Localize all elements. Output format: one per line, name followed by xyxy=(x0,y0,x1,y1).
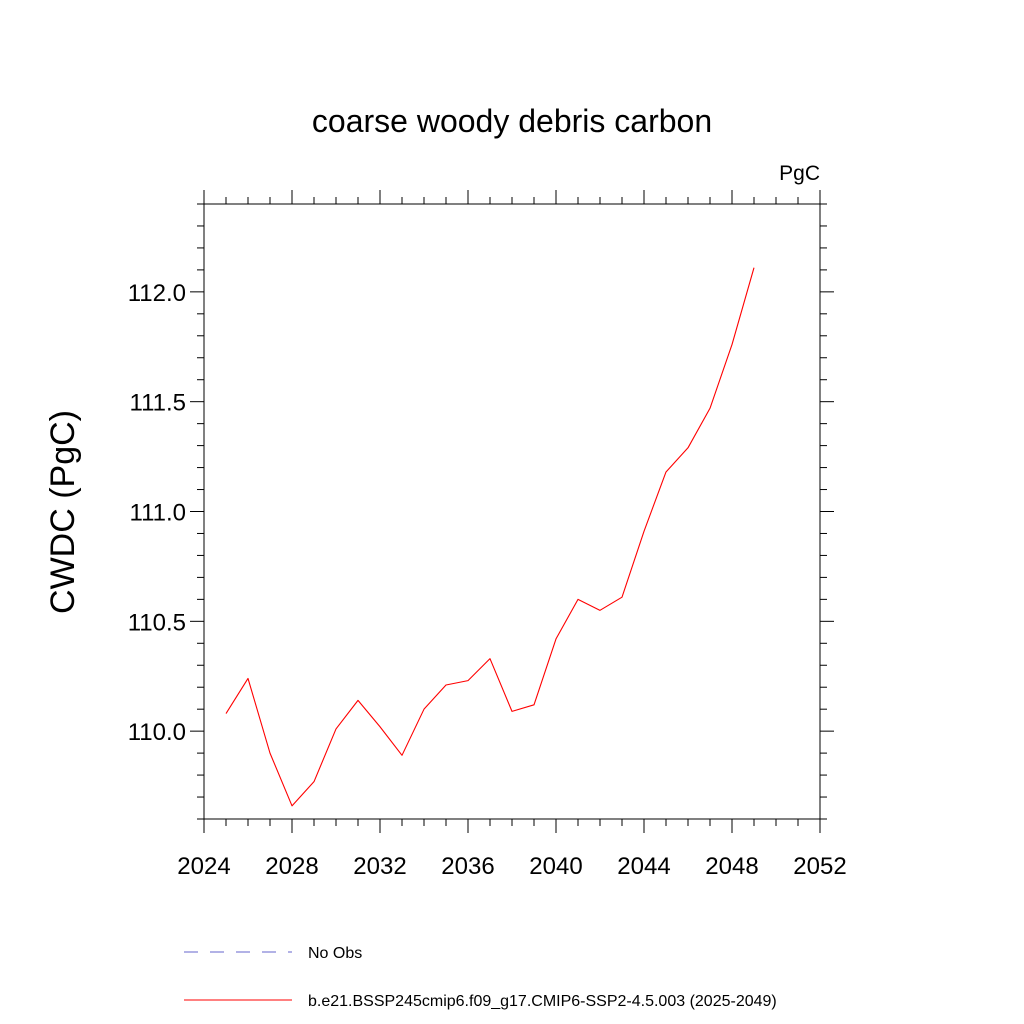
y-tick-label: 111.0 xyxy=(130,500,187,527)
axis-ticks xyxy=(190,190,834,833)
legend: No Obs b.e21.BSSP245cmip6.f09_g17.CMIP6-… xyxy=(184,945,777,1010)
y-axis-label: CWDC (PgC) xyxy=(44,410,82,614)
units-label: PgC xyxy=(779,162,820,185)
series-line-0 xyxy=(225,267,755,807)
legend-label-no-obs: No Obs xyxy=(308,945,362,962)
x-tick-label: 2028 xyxy=(265,853,318,880)
x-tick-label: 2048 xyxy=(705,853,758,880)
x-tick-label: 2052 xyxy=(793,853,846,880)
chart-title: coarse woody debris carbon xyxy=(312,103,712,139)
series-layer xyxy=(225,267,755,807)
y-tick-label: 112.0 xyxy=(128,280,186,307)
tick-labels: 2024 2028 2032 2036 2040 2044 2048 2052 110.0 110… xyxy=(128,280,847,880)
x-tick-label: 2040 xyxy=(529,853,582,880)
x-tick-label: 2032 xyxy=(353,853,406,880)
y-tick-label: 111.5 xyxy=(130,390,187,417)
x-tick-label: 2024 xyxy=(177,853,230,880)
legend-label-model-run: b.e21.BSSP245cmip6.f09_g17.CMIP6-SSP2-4.… xyxy=(308,993,777,1010)
x-tick-label: 2044 xyxy=(617,853,670,880)
x-tick-label: 2036 xyxy=(441,853,494,880)
plot-frame xyxy=(203,203,821,820)
y-tick-label: 110.0 xyxy=(128,719,186,746)
y-tick-label: 110.5 xyxy=(128,609,186,636)
